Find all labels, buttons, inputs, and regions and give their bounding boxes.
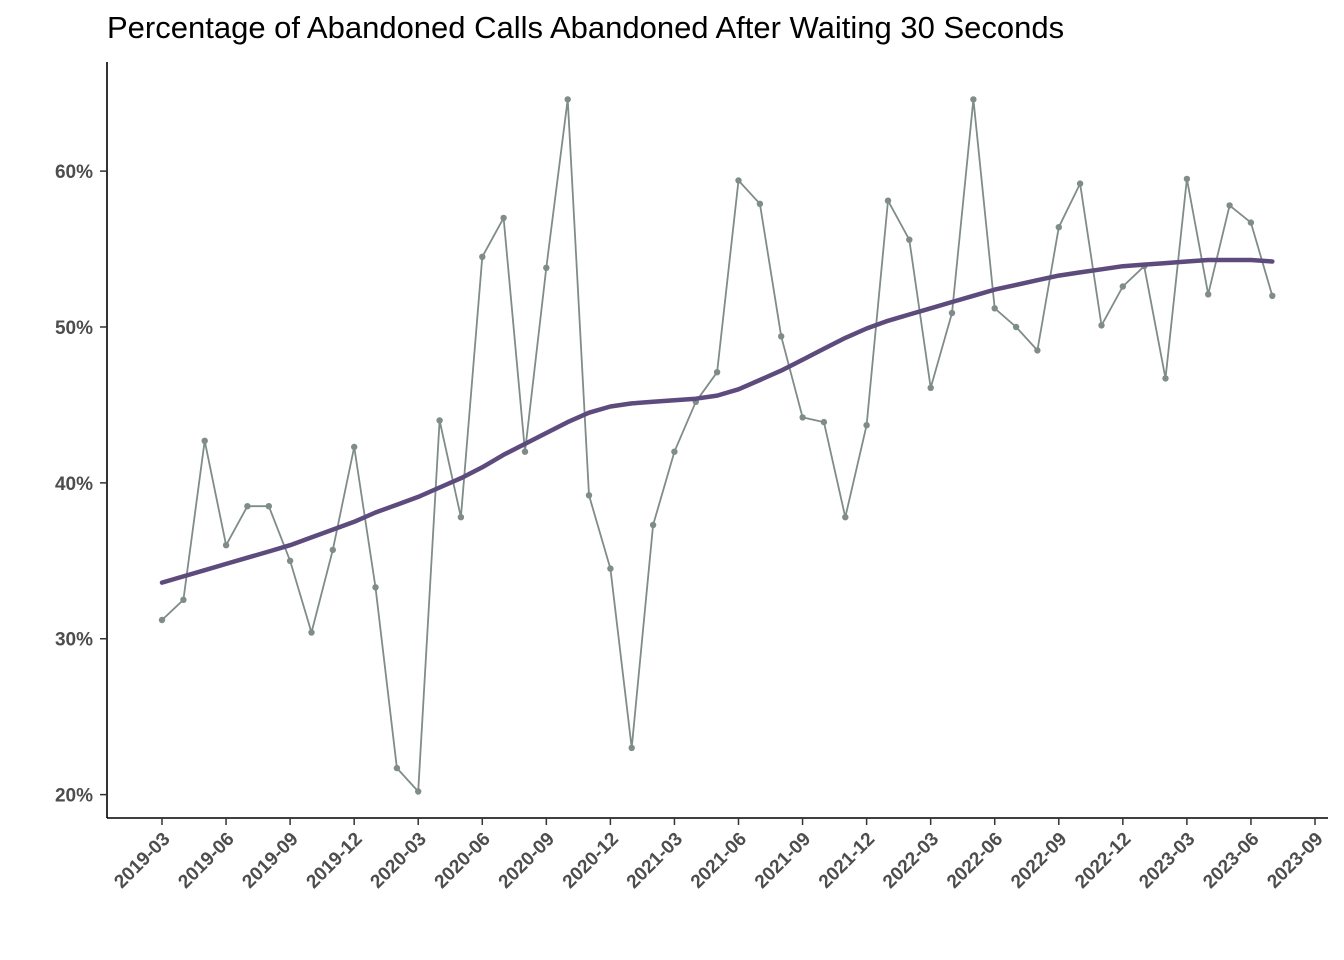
data-point [436, 417, 443, 424]
data-point [393, 764, 401, 772]
y-tick-label: 60% [55, 162, 93, 183]
x-tick-label: 2023-03 [1135, 829, 1199, 893]
data-point [671, 448, 678, 455]
data-point [564, 96, 571, 103]
x-tick-label: 2022-06 [943, 829, 1007, 893]
data-point [1226, 202, 1233, 209]
y-tick-label: 50% [55, 318, 93, 339]
data-point [906, 236, 913, 243]
x-tick-label: 2020-06 [431, 829, 495, 893]
x-tick-label: 2019-12 [303, 829, 367, 893]
data-point [479, 253, 486, 260]
data-point [1119, 283, 1127, 290]
data-point [351, 443, 358, 451]
x-tick-label: 2023-06 [1199, 829, 1263, 893]
trend-line [159, 257, 1275, 585]
data-point [778, 333, 785, 340]
data-point [286, 557, 294, 564]
data-point [244, 503, 251, 510]
data-point [842, 514, 849, 521]
tick-labels: 20% 30% 40% 50% 60% 2019-03 2019-06 2019-09 2019… [55, 162, 1328, 893]
data-point [1012, 323, 1020, 331]
data-point [1162, 375, 1169, 382]
data-point [222, 542, 230, 549]
data-point [1247, 219, 1255, 226]
chart-title: Percentage of Abandoned Calls Abandoned … [107, 10, 1065, 45]
x-tick-label: 2022-03 [879, 829, 943, 893]
series-line [161, 98, 1274, 793]
data-point [991, 305, 998, 312]
data-point [948, 309, 956, 317]
data-point [329, 546, 336, 554]
axes [100, 62, 1328, 825]
x-tick-label: 2022-09 [1007, 829, 1071, 893]
data-point [521, 448, 529, 455]
data-point [585, 492, 593, 499]
x-tick-label: 2021-12 [815, 829, 879, 893]
data-point [1076, 180, 1084, 187]
x-tick-label: 2020-09 [495, 829, 559, 893]
data-point [820, 418, 828, 426]
data-point [500, 214, 507, 222]
data-point [970, 96, 977, 103]
data-point [1034, 347, 1041, 354]
y-tick-label: 20% [55, 786, 93, 807]
data-point [1269, 292, 1276, 299]
x-tick-label: 2021-03 [623, 829, 687, 893]
series-layer [158, 96, 1276, 795]
y-tick-label: 30% [55, 630, 93, 651]
data-point [1098, 322, 1105, 329]
data-point [180, 596, 187, 603]
data-point [799, 414, 806, 421]
data-point [607, 565, 614, 572]
data-point [158, 616, 166, 624]
data-point [756, 200, 764, 207]
data-point [863, 422, 870, 429]
data-point [628, 744, 635, 752]
data-point [308, 629, 315, 636]
data-point [1183, 175, 1191, 183]
data-point [884, 197, 892, 204]
x-tick-label: 2023-09 [1263, 829, 1327, 893]
data-point [543, 264, 550, 271]
data-point [457, 514, 465, 521]
data-point [713, 369, 721, 376]
x-tick-label: 2021-09 [751, 829, 815, 893]
data-point [1055, 224, 1063, 231]
data-point [415, 788, 422, 795]
data-point [735, 177, 742, 184]
x-tick-label: 2020-12 [559, 829, 623, 893]
data-point [1205, 291, 1212, 298]
data-point [649, 521, 657, 529]
x-tick-label: 2019-06 [174, 829, 238, 893]
x-tick-label: 2019-09 [238, 829, 302, 893]
x-tick-label: 2019-03 [110, 829, 174, 893]
data-point [927, 384, 934, 391]
x-tick-label: 2022-12 [1071, 829, 1135, 893]
y-tick-label: 40% [55, 474, 93, 495]
x-tick-label: 2021-06 [687, 829, 751, 893]
x-tick-label: 2020-03 [367, 829, 431, 893]
data-point [372, 584, 379, 591]
data-point [265, 503, 272, 510]
data-point [201, 437, 208, 444]
